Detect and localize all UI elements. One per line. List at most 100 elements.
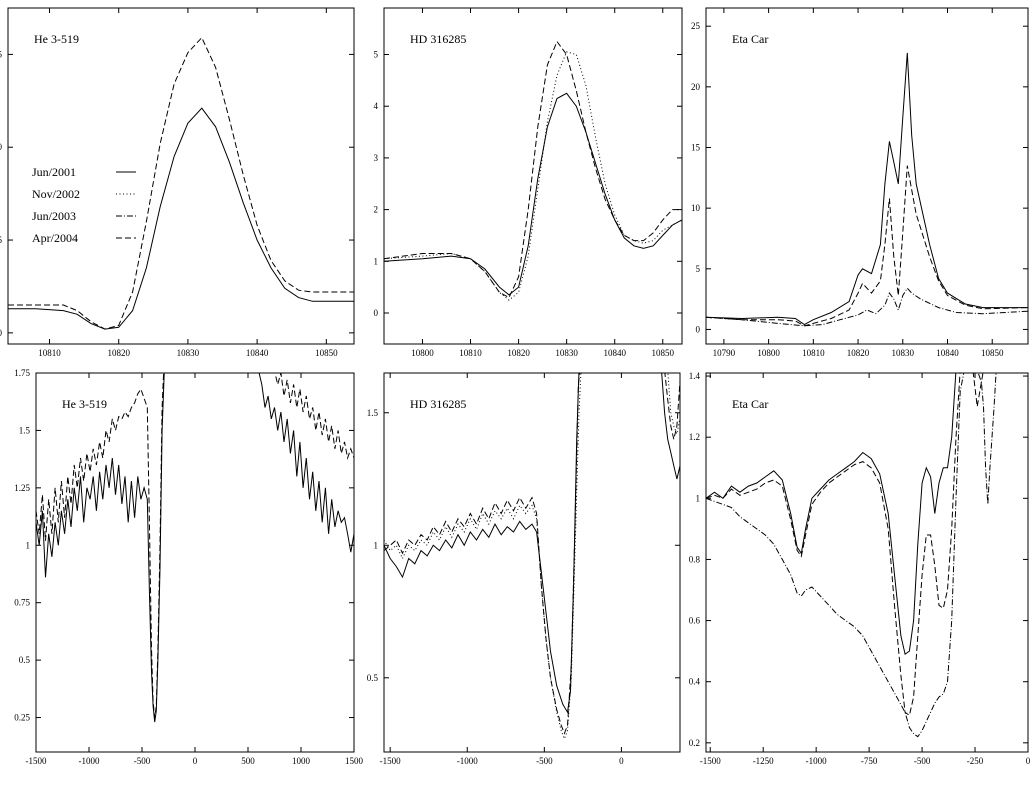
series-line-epoch-4 bbox=[36, 373, 354, 718]
y-tick-label: 2 bbox=[374, 205, 379, 215]
x-tick-label: -500 bbox=[134, 756, 151, 766]
y-tick-label: 0.5 bbox=[367, 673, 379, 683]
x-tick-label: 10790 bbox=[713, 348, 736, 358]
x-tick-label: -1000 bbox=[79, 756, 100, 766]
chart-panel-1: 10810 10820 10830 10840 10850 0 5 10 15 He 3-519 J… bbox=[0, 7, 355, 358]
y-tick-label: 0 bbox=[0, 328, 3, 338]
series-line-epoch-1 bbox=[8, 107, 354, 330]
panel-title: Eta Car bbox=[732, 32, 768, 46]
x-tick-label: 0 bbox=[619, 756, 624, 766]
x-tick-label: 10800 bbox=[757, 348, 780, 358]
x-tick-label: 10830 bbox=[555, 348, 578, 358]
x-tick-label: 10830 bbox=[177, 348, 200, 358]
x-tick-label: -1250 bbox=[753, 756, 774, 766]
chart-panel-5: -1500 -1000 -500 0 0.5 1 1.5 HD 316285 bbox=[367, 372, 681, 766]
panel-title: HD 316285 bbox=[410, 397, 466, 411]
x-tick-label: 0 bbox=[1026, 756, 1031, 766]
y-tick-label: 1 bbox=[374, 256, 379, 266]
series-line-epoch-1 bbox=[384, 373, 680, 714]
y-tick-label: 1.5 bbox=[19, 425, 31, 435]
y-tick-label: 20 bbox=[691, 82, 701, 92]
plot-frame bbox=[383, 372, 681, 753]
x-tick-label: 0 bbox=[193, 756, 198, 766]
x-tick-label: 10810 bbox=[459, 348, 482, 358]
y-tick-label: 1.75 bbox=[14, 368, 30, 378]
y-tick-label: 5 bbox=[374, 50, 379, 60]
x-tick-label: 500 bbox=[241, 756, 255, 766]
x-tick-label: -500 bbox=[914, 756, 931, 766]
panel-title: Eta Car bbox=[732, 397, 768, 411]
x-tick-label: -1000 bbox=[806, 756, 827, 766]
y-tick-label: 5 bbox=[0, 235, 3, 245]
x-tick-label: 10820 bbox=[507, 348, 530, 358]
series-line-epoch-3 bbox=[706, 287, 1028, 327]
series-line-epoch-1 bbox=[384, 92, 682, 296]
y-tick-label: 15 bbox=[0, 49, 3, 59]
x-tick-label: 10810 bbox=[802, 348, 825, 358]
y-tick-label: 0.4 bbox=[689, 677, 701, 687]
y-tick-label: 1.4 bbox=[689, 371, 701, 381]
x-tick-label: -1500 bbox=[26, 756, 47, 766]
x-tick-label: -1500 bbox=[380, 756, 401, 766]
panel-title: HD 316285 bbox=[410, 32, 466, 46]
y-tick-label: 10 bbox=[0, 142, 3, 152]
x-tick-label: 10840 bbox=[246, 348, 269, 358]
y-tick-label: 0.25 bbox=[14, 713, 30, 723]
plot-frame bbox=[705, 372, 1029, 753]
x-tick-label: 10850 bbox=[652, 348, 675, 358]
chart-panel-6: -1500 -1250 -1000 -750 -500 -250 0 0.2 0.4 0.6 0.8… bbox=[689, 371, 1031, 766]
x-tick-label: 10850 bbox=[315, 348, 338, 358]
series-line-epoch-4 bbox=[706, 165, 1028, 327]
x-tick-label: 10840 bbox=[603, 348, 626, 358]
series-line-epoch-4 bbox=[384, 40, 682, 299]
y-tick-label: 1 bbox=[374, 540, 379, 550]
x-tick-label: 10820 bbox=[107, 348, 130, 358]
x-tick-label: 10820 bbox=[847, 348, 870, 358]
series-line-epoch-1 bbox=[706, 373, 957, 656]
x-tick-label: -1500 bbox=[700, 756, 721, 766]
chart-panel-3: 10790 10800 10810 10820 10830 10840 10850 0 5 10 1… bbox=[691, 7, 1029, 358]
y-tick-label: 15 bbox=[691, 142, 701, 152]
legend-label: Jun/2001 bbox=[32, 165, 76, 179]
y-tick-label: 0 bbox=[374, 308, 379, 318]
series-line-epoch-1 bbox=[36, 373, 354, 723]
x-tick-label: 10800 bbox=[411, 348, 434, 358]
series-line-epoch-4 bbox=[384, 373, 680, 735]
series-line-epoch-4 bbox=[8, 36, 354, 330]
y-tick-label: 0 bbox=[696, 324, 701, 334]
chart-panel-4: -1500 -1000 -500 0 500 1000 1500 0.25 0.5 0.75 1 1.… bbox=[14, 368, 363, 766]
y-tick-label: 0.6 bbox=[689, 616, 701, 626]
plot-frame bbox=[35, 372, 355, 753]
series-line-epoch-2 bbox=[384, 51, 682, 301]
chart-panel-2: 10800 10810 10820 10830 10840 10850 0 1 2 3 4 5 HD 3… bbox=[374, 7, 683, 358]
x-tick-label: 10850 bbox=[981, 348, 1004, 358]
x-tick-label: -750 bbox=[861, 756, 878, 766]
plot-frame bbox=[7, 7, 355, 345]
y-tick-label: 5 bbox=[696, 264, 701, 274]
y-tick-label: 1 bbox=[26, 540, 31, 550]
y-tick-label: 25 bbox=[691, 21, 701, 31]
panel-title: He 3-519 bbox=[62, 397, 107, 411]
x-tick-label: 1500 bbox=[345, 756, 364, 766]
x-tick-label: 10840 bbox=[936, 348, 959, 358]
y-tick-label: 1.25 bbox=[14, 483, 30, 493]
legend: Jun/2001 Nov/2002 Jun/2003 Apr/2004 bbox=[32, 165, 136, 245]
y-tick-label: 0.8 bbox=[689, 554, 701, 564]
plot-frame bbox=[705, 7, 1029, 345]
y-tick-label: 0.2 bbox=[689, 738, 700, 748]
series-line-epoch-4 bbox=[706, 373, 984, 717]
series-line-epoch-1 bbox=[706, 52, 1028, 326]
y-tick-label: 0.75 bbox=[14, 598, 30, 608]
y-tick-label: 0.5 bbox=[19, 655, 31, 665]
series-line-epoch-3 bbox=[706, 373, 997, 738]
x-tick-label: 10810 bbox=[38, 348, 61, 358]
y-tick-label: 1.5 bbox=[367, 408, 379, 418]
y-tick-label: 4 bbox=[374, 101, 379, 111]
plot-frame bbox=[383, 7, 683, 345]
y-tick-label: 1.2 bbox=[689, 432, 700, 442]
y-tick-label: 1 bbox=[696, 493, 701, 503]
y-tick-label: 10 bbox=[691, 203, 701, 213]
y-tick-label: 3 bbox=[374, 153, 379, 163]
x-tick-label: 1000 bbox=[292, 756, 311, 766]
